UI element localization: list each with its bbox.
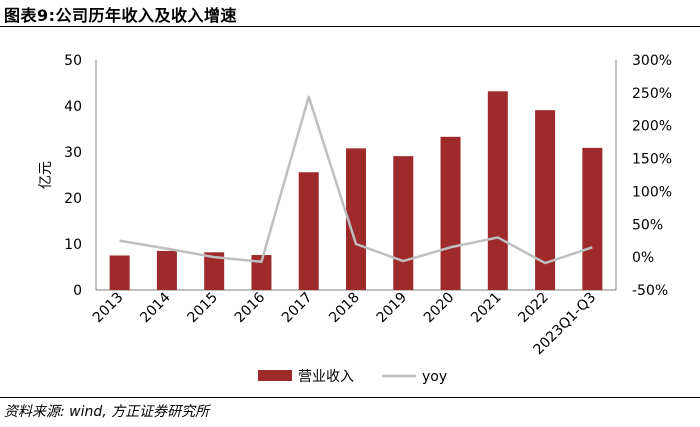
revenue-bar [109,255,130,290]
legend-swatch-revenue [258,370,292,381]
x-tick-label: 2015 [184,290,221,327]
revenue-bar [346,148,366,290]
right-tick-label: 200% [632,119,672,135]
legend: 营业收入 yoy [258,369,447,385]
revenue-bar [393,156,414,290]
title-rule [0,26,700,27]
x-tick-label: 2014 [137,289,174,326]
x-tick-label: 2018 [326,290,363,327]
x-tick-label: 2020 [421,290,458,327]
revenue-bar [204,252,225,290]
right-tick-label: 100% [632,184,672,200]
x-tick-label: 2016 [232,289,269,326]
source-rule [0,397,700,398]
x-tick-label: 2013 [90,290,127,327]
left-tick-label: 40 [64,99,82,115]
x-tick-label: 2021 [468,290,505,327]
right-tick-label: -50% [632,283,668,299]
x-tick-label: 2022 [515,290,552,327]
y-axis-label: 亿元 [38,161,54,189]
right-tick-label: 0% [632,250,654,266]
left-tick-label: 30 [64,145,82,161]
legend-label-yoy: yoy [422,369,447,385]
figure-title: 图表9:公司历年收入及收入增速 [4,6,238,25]
x-tick-label: 2019 [374,290,411,327]
left-tick-label: 50 [64,53,82,69]
yoy-line-layer [119,95,593,265]
x-tick-label: 2017 [279,290,316,327]
yoy-line [119,95,593,265]
revenue-bars [109,91,603,290]
revenue-bar [487,91,508,290]
left-tick-label: 10 [64,237,82,253]
right-tick-label: 250% [632,86,672,102]
right-tick-label: 150% [632,152,672,168]
right-tick-label: 300% [632,53,672,69]
left-tick-label: 20 [64,191,82,207]
left-tick-label: 0 [73,283,82,299]
revenue-bar [582,147,603,290]
revenue-bar [156,250,177,290]
revenue-bar [298,172,319,290]
revenue-bar [251,255,272,290]
source-note: 资料来源: wind, 方正证券研究所 [4,404,210,420]
right-tick-label: 50% [632,217,663,233]
revenue-bar [535,110,556,290]
revenue-bar [440,136,461,290]
legend-label-revenue: 营业收入 [298,369,354,385]
